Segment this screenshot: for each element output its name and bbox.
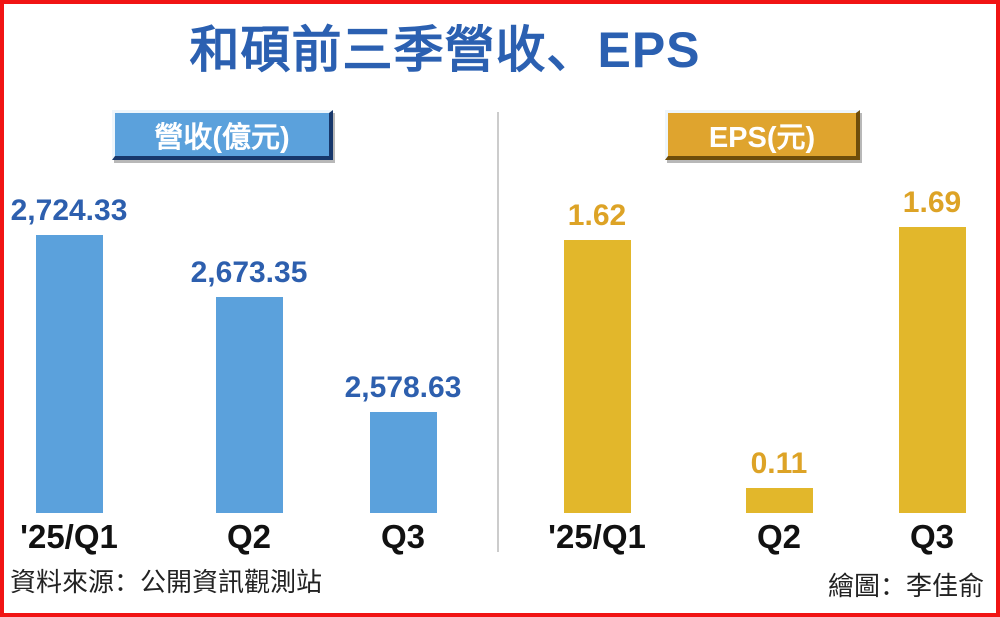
- eps-bar-2: [745, 488, 813, 513]
- charts-divider: [497, 112, 499, 552]
- credit-note: 繪圖：李佳俞: [827, 571, 984, 601]
- revenue-bar-3: [369, 412, 437, 513]
- eps-value-2: 0.11: [750, 447, 808, 480]
- revenue-bar-2: [215, 297, 283, 513]
- page-title: 和碩前三季營收、EPS: [189, 22, 701, 78]
- data-source-note: 資料來源：公開資訊觀測站: [10, 567, 323, 597]
- revenue-legend-badge: 營收(億元): [112, 110, 333, 160]
- eps-bar-3: [898, 227, 966, 513]
- eps-category-1: '25/Q1: [548, 518, 646, 555]
- revenue-bar-1: [35, 235, 103, 513]
- revenue-category-2: Q2: [226, 518, 272, 555]
- eps-value-1: 1.62: [567, 199, 627, 232]
- revenue-value-3: 2,578.63: [344, 371, 462, 404]
- revenue-value-2: 2,673.35: [190, 256, 308, 289]
- eps-value-3: 1.69: [902, 186, 962, 219]
- eps-category-3: Q3: [909, 518, 955, 555]
- revenue-category-1: '25/Q1: [20, 518, 118, 555]
- revenue-category-3: Q3: [380, 518, 426, 555]
- eps-legend-badge: EPS(元): [665, 110, 860, 160]
- eps-bar-1: [563, 240, 631, 513]
- revenue-value-1: 2,724.33: [10, 194, 128, 227]
- eps-category-2: Q2: [756, 518, 802, 555]
